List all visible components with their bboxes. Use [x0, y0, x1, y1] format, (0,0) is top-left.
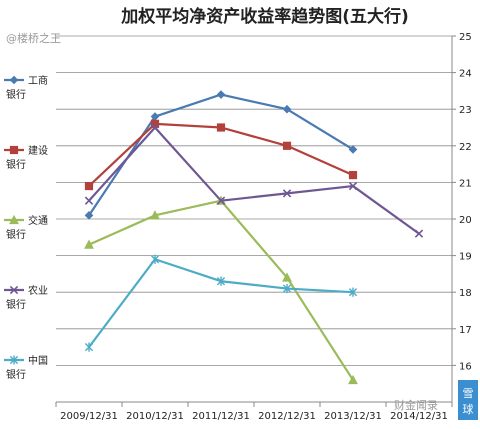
legend-label: 交通 — [28, 214, 48, 227]
watermark-top-left: @楼桥之王 — [6, 31, 61, 45]
series-line-5 — [88, 258, 354, 348]
legend-label: 农业 — [28, 284, 48, 297]
legend-label: 银行 — [6, 88, 26, 101]
legend-label: 建设 — [28, 144, 48, 157]
x-tick-label: 2013/12/31 — [324, 411, 382, 422]
data-point — [216, 90, 226, 99]
series-5 — [84, 254, 358, 352]
data-point — [84, 239, 94, 249]
data-point — [84, 342, 94, 352]
legend-marker — [9, 145, 19, 155]
legend-label: 工商 — [28, 74, 48, 87]
watermark-bottom-right: 财金闻录 — [394, 398, 438, 412]
legend-marker — [9, 214, 19, 225]
corner-logo — [458, 380, 478, 420]
data-point — [348, 170, 358, 180]
data-point — [150, 119, 160, 128]
x-tick-label: 2012/12/31 — [258, 411, 316, 422]
legend-label: 银行 — [6, 368, 26, 381]
series-1 — [84, 90, 358, 220]
data-point — [282, 272, 292, 282]
corner-logo-text: 雪 — [463, 387, 474, 400]
data-point — [216, 276, 226, 286]
data-point — [150, 210, 160, 220]
x-tick-label: 2009/12/31 — [60, 411, 118, 422]
y-tick-label: 18 — [459, 288, 472, 299]
corner-logo-text-2: 球 — [463, 402, 474, 416]
chart-title: 加权平均净资产收益率趋势图(五大行) — [120, 6, 409, 27]
y-tick-label: 20 — [459, 215, 472, 226]
data-point — [216, 123, 226, 132]
data-point — [348, 287, 358, 297]
legend-label: 银行 — [6, 158, 26, 171]
x-tick-label: 2014/12/31 — [390, 411, 448, 422]
data-point — [150, 123, 160, 132]
series-4 — [84, 123, 424, 238]
series-2 — [84, 119, 358, 191]
series-group — [84, 90, 424, 385]
data-point — [348, 145, 358, 154]
legend-label: 银行 — [6, 298, 26, 311]
data-point — [348, 374, 358, 385]
series-line-4 — [88, 126, 420, 235]
y-tick-label: 21 — [459, 178, 472, 189]
data-point — [414, 229, 424, 238]
data-point — [282, 104, 292, 114]
grid — [56, 35, 452, 366]
legend-label: 中国 — [28, 354, 48, 367]
data-point — [84, 181, 94, 191]
legend-label: 银行 — [6, 228, 26, 241]
y-tick-label: 25 — [459, 32, 472, 43]
data-point — [150, 254, 160, 264]
y-tick-label: 24 — [459, 69, 472, 80]
y-tick-label: 16 — [459, 361, 472, 372]
x-tick-label: 2011/12/31 — [192, 411, 250, 422]
data-point — [282, 189, 292, 198]
legend-marker — [9, 355, 19, 365]
legend-marker — [9, 75, 19, 85]
x-tick-label: 2010/12/31 — [126, 411, 184, 422]
y-tick-label: 17 — [459, 325, 472, 336]
data-point — [282, 141, 292, 150]
y-tick-label: 22 — [459, 142, 472, 153]
axes: 16 17 18 19 20 21 22 23 24 25 2009/12/31 2010/12/31… — [55, 32, 472, 422]
data-point — [216, 196, 226, 205]
y-tick-label: 23 — [459, 105, 472, 116]
y-tick-label: 19 — [459, 252, 472, 263]
data-point — [84, 211, 94, 220]
data-point — [348, 181, 358, 191]
data-point — [282, 283, 292, 294]
legend-marker — [9, 285, 19, 295]
data-point — [84, 196, 94, 205]
